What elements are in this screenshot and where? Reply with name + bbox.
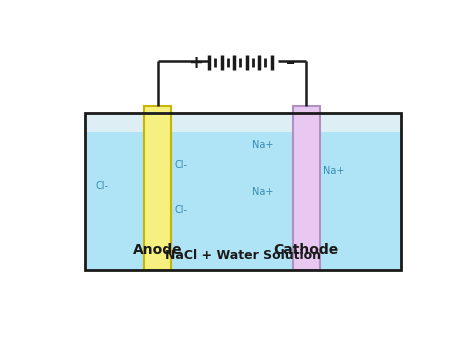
Bar [292, 105, 320, 270]
Text: NaCl + Water Solution: NaCl + Water Solution [165, 249, 321, 262]
Text: Cathode: Cathode [273, 243, 339, 257]
Text: Cl-: Cl- [175, 205, 188, 215]
Text: Na+: Na+ [252, 140, 273, 150]
Text: –: – [286, 54, 295, 72]
Text: Anode: Anode [133, 243, 182, 257]
Bar [85, 132, 401, 270]
Text: +: + [188, 54, 203, 72]
Bar [85, 114, 401, 132]
Text: Na+: Na+ [323, 166, 345, 176]
Text: Na+: Na+ [252, 187, 273, 196]
Bar [144, 105, 171, 270]
Bar [85, 114, 401, 270]
Text: Cl-: Cl- [175, 161, 188, 170]
Text: Cl-: Cl- [96, 181, 109, 191]
Bar [85, 114, 401, 270]
